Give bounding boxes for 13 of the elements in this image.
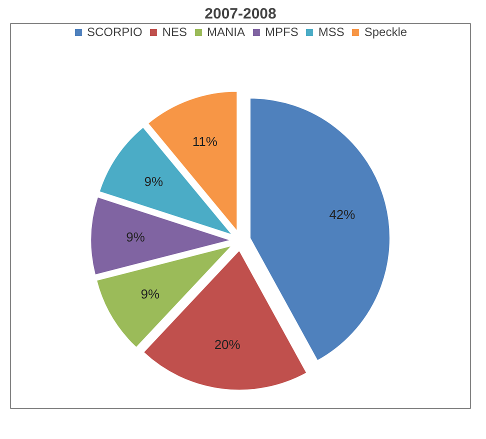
legend-label: NES bbox=[162, 25, 187, 39]
legend-label: Speckle bbox=[364, 25, 408, 39]
data-label: 9% bbox=[126, 230, 146, 245]
legend-label: MSS bbox=[318, 25, 344, 39]
data-label: 9% bbox=[144, 174, 164, 189]
legend-label: MANIA bbox=[206, 25, 245, 39]
data-label: 9% bbox=[140, 286, 160, 302]
legend-label: MPFS bbox=[264, 25, 298, 39]
data-label: 42% bbox=[329, 206, 356, 222]
legend-label: SCORPIO bbox=[86, 25, 142, 39]
data-label: 11% bbox=[192, 134, 218, 150]
chart-title: 2007-2008 bbox=[204, 6, 276, 22]
data-label: 20% bbox=[214, 337, 241, 352]
